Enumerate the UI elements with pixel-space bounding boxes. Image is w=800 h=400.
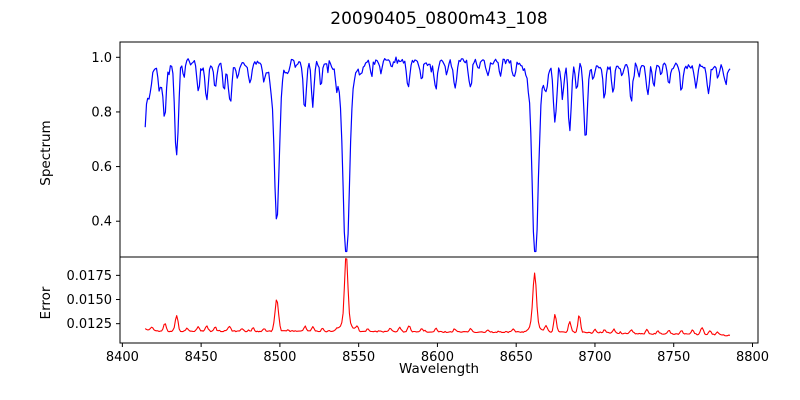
x-tick-label: 8500: [263, 350, 296, 365]
error-ytick-label: 0.0175: [67, 269, 113, 284]
wavelength-axis-label: Wavelength: [398, 361, 480, 377]
spectrum-axes-frame: [119, 41, 759, 258]
spectrum-ytick-label: 0.6: [91, 160, 112, 175]
x-tick-label: 8450: [185, 350, 218, 365]
x-tick-label: 8600: [421, 350, 454, 365]
x-tick-label: 8700: [578, 350, 611, 365]
x-tick-label: 8750: [657, 350, 690, 365]
figure-title: 20090405_0800m43_108: [330, 9, 548, 29]
x-tick-label: 8400: [106, 350, 139, 365]
error-ytick-label: 0.0125: [67, 317, 113, 332]
spectrum-ytick-label: 1.0: [91, 51, 112, 66]
error-line: [144, 258, 731, 337]
spectrum-line: [144, 56, 731, 253]
x-tick-label: 8800: [736, 350, 769, 365]
x-tick-label: 8550: [342, 350, 375, 365]
spectrum-ytick-label: 0.8: [91, 105, 112, 120]
spectrum-ytick-label: 0.4: [91, 215, 112, 230]
x-tick-label: 8650: [500, 350, 533, 365]
error-ytick-label: 0.0150: [67, 293, 113, 308]
error-axis-label: Error: [38, 286, 54, 320]
error-axes-frame: [119, 256, 759, 344]
spectrum-axis-label: Spectrum: [38, 120, 54, 186]
